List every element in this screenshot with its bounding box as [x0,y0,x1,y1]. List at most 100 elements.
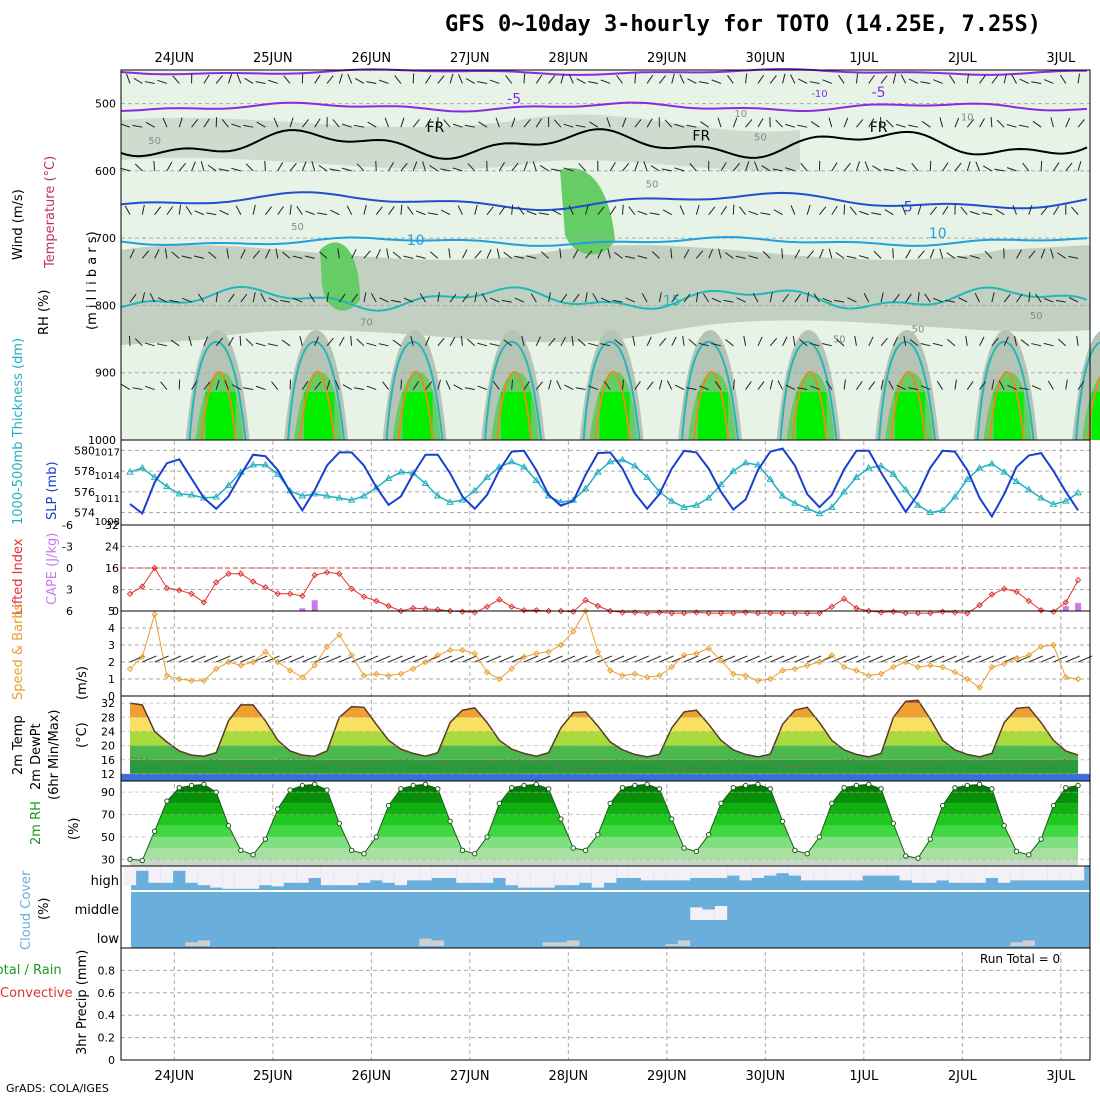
wind-barb [478,121,488,128]
cloud-high-bar [751,866,765,878]
isotherm-label: 50 [754,133,767,144]
thickness-point [975,464,984,471]
wind-barb [646,74,654,84]
wind-barb [486,249,492,259]
wind-speed-point [902,658,909,666]
rh-point [755,781,761,788]
wind-speed-point [606,667,614,674]
wind-barb [240,249,246,259]
rh-band [130,792,1079,804]
isotherm-label: 10 [929,226,947,242]
wind-barb [145,121,155,128]
wind-barb-10m [708,655,723,663]
cloud-high-bar [480,866,494,883]
precip-frame [120,947,1091,1061]
thickness-point [1061,497,1070,504]
cloud-high-bar [370,866,383,881]
wind-barb [498,162,505,172]
precip-tick-label: 0.6 [98,987,116,1000]
wind-barb [957,255,968,259]
wind-barb [954,162,962,172]
wind-barb [797,124,808,128]
wind-barb [757,74,765,84]
wind-barb-10m [880,655,896,663]
wind-barb [449,336,456,347]
wind-barb [781,248,784,259]
thickness-point [618,455,627,463]
cloud-high-bar [801,866,814,881]
rh-point [952,785,958,791]
wind-tick-label: 0 [108,690,115,703]
wind-barb-10m [905,655,920,663]
thickness-point [360,492,368,499]
cloud-high-bar [234,866,247,889]
wind-barb [134,163,143,172]
wind-barb-10m [154,655,169,663]
wind-barb [363,204,367,215]
wind-barb [864,161,870,172]
wind-barb [727,75,734,84]
cloud-high-bar [653,866,666,881]
wind-barb [144,385,155,391]
lifted-index-point [951,609,959,616]
wind-barb [810,121,820,128]
wind-barb [843,117,849,128]
wind-barb [347,73,353,84]
wind-barb [169,299,180,303]
wind-barb [197,293,205,303]
lifted-index-point [163,584,171,592]
wind-barb [400,204,403,215]
wind-speed-point [927,662,934,669]
wind-barb [228,336,234,347]
isotherm-label: 50 [291,222,304,233]
ylabel-cloud: Cloud Cover [19,870,34,950]
thickness-point [877,461,885,469]
isotherm-label: -5 [872,85,886,101]
wind-barb [1031,385,1042,391]
wind-barb [218,168,229,172]
wind-barb [563,123,574,128]
wind-barb [688,338,697,347]
wind-barb [236,73,242,84]
wind-barb [461,249,468,259]
wind-barb [481,293,488,303]
wind-barb [571,335,574,346]
wind-barb [945,299,956,303]
wind-speed-point [1062,674,1069,681]
rh-line [129,783,1079,861]
wind-barb [318,164,328,172]
ylabel-cape: CAPE (J/kg) [45,533,60,605]
wind-barb [326,337,334,347]
ylabel-lifted-index: Lifted Index [11,538,26,615]
wind-barb [757,381,765,390]
thickness-point [483,473,491,480]
wind-barb [363,292,367,303]
thickness-point [914,501,922,508]
wind-barb [649,212,660,216]
rh-point [299,782,306,789]
wind-barb [809,342,820,347]
wind-barb [1040,160,1043,171]
wind-barb-10m [252,655,268,663]
wind-barb [317,212,328,216]
wind-barb [819,248,824,259]
wind-barb [260,293,266,303]
cloud-high-bar [567,866,580,886]
lifted-index-point [1000,585,1008,592]
wind-speed-point [791,665,799,673]
wind-barb [873,250,882,259]
wind-barb [929,248,935,259]
wind-barb [646,381,654,390]
wind-barb [1059,74,1067,84]
wind-speed-point [1000,660,1008,667]
wind-barb [1019,78,1030,84]
wind-barb-10m [142,655,157,663]
wind-barb-10m [351,655,366,663]
rh-shade-green-mid [320,242,360,311]
rh-band [130,859,1079,866]
precip-run-total: Run Total = 0 [980,952,1061,966]
wind-barb [671,336,677,347]
isotherm-5 [120,191,1088,212]
wind-barb [695,250,704,259]
wind-barb [797,387,808,391]
